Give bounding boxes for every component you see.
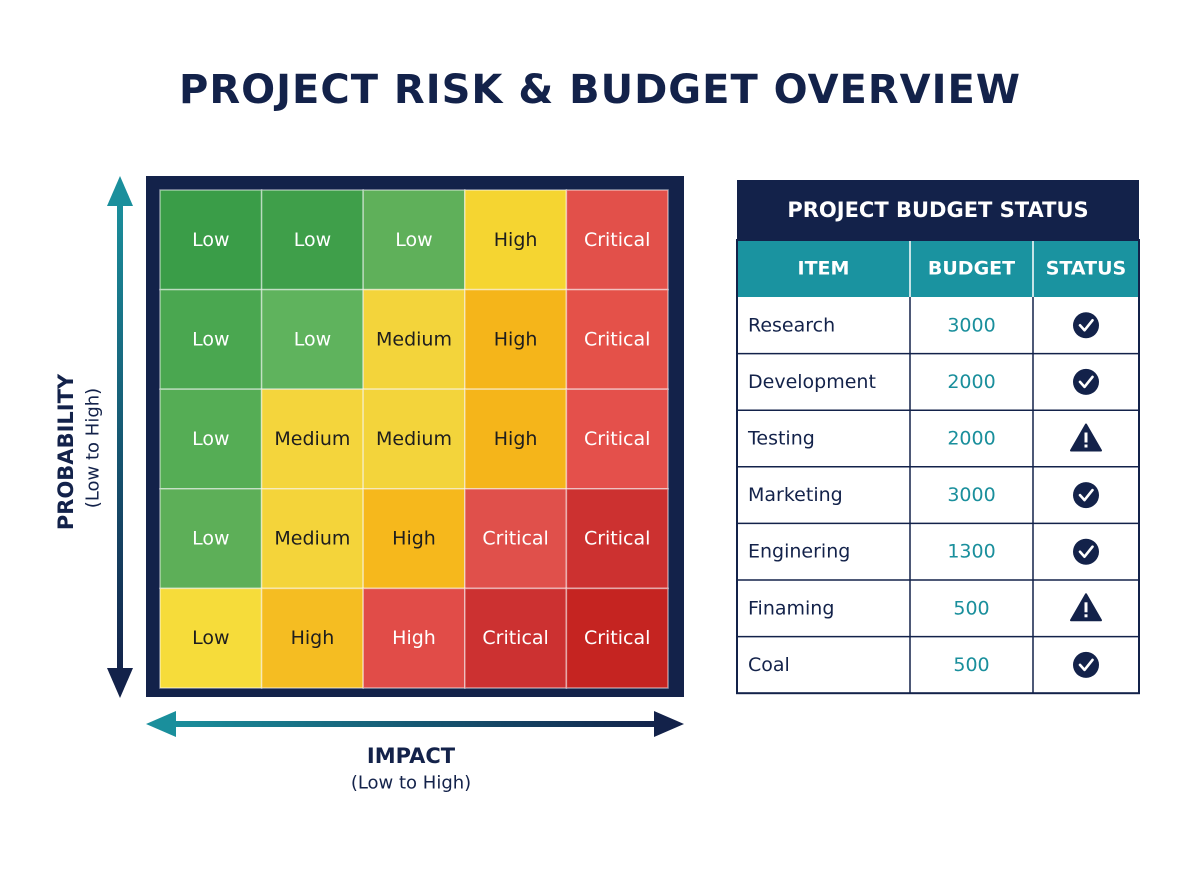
item-name: Research <box>748 314 835 336</box>
risk-cell <box>362 288 466 390</box>
risk-cell <box>159 587 263 689</box>
y-axis-label: PROBABILITY <box>54 373 78 530</box>
risk-cell <box>464 288 568 390</box>
table-border <box>736 239 1140 695</box>
risk-level: High <box>291 627 335 649</box>
item-name: Testing <box>747 428 815 450</box>
risk-level: High <box>494 428 538 450</box>
risk-cell <box>565 587 669 689</box>
budget-value: 2000 <box>947 371 995 393</box>
item-name: Coal <box>748 654 790 676</box>
risk-cell <box>159 189 263 291</box>
risk-level: Critical <box>482 627 548 649</box>
risk-level: Critical <box>584 229 650 251</box>
risk-cell <box>260 288 364 390</box>
risk-level: Low <box>192 627 229 649</box>
table-title: PROJECT BUDGET STATUS <box>787 198 1088 222</box>
risk-level: High <box>494 229 538 251</box>
status-warning-mark <box>1084 602 1088 613</box>
risk-level: Medium <box>376 428 452 450</box>
risk-cell <box>464 388 568 490</box>
status-ok-check <box>1078 375 1094 389</box>
risk-level: High <box>392 627 436 649</box>
risk-cell <box>159 488 263 590</box>
x-axis-sublabel: (Low to High) <box>351 773 471 794</box>
status-warning-dot <box>1084 614 1088 618</box>
status-warning-mark <box>1084 432 1088 443</box>
risk-level: Low <box>294 328 331 350</box>
status-ok-icon <box>1073 312 1099 339</box>
status-ok-icon <box>1073 651 1099 678</box>
budget-value: 2000 <box>947 428 995 450</box>
risk-level: Low <box>192 229 229 251</box>
risk-level: Critical <box>584 328 650 350</box>
status-ok-check <box>1078 488 1094 502</box>
risk-cell <box>464 587 568 689</box>
budget-table: ITEM BUDGET STATUS Research 3000 Development 2… <box>736 239 1140 695</box>
risk-level: Critical <box>584 627 650 649</box>
risk-cell <box>260 488 364 590</box>
budget-value: 3000 <box>947 314 995 336</box>
page-title: PROJECT RISK & BUDGET OVERVIEW <box>179 67 1021 113</box>
item-name: Development <box>748 371 876 393</box>
risk-level: Low <box>192 528 229 550</box>
y-axis-arrow <box>107 176 133 698</box>
column-header: ITEM <box>798 258 850 280</box>
status-warning-dot <box>1084 444 1088 448</box>
risk-level: Low <box>192 428 229 450</box>
status-ok-icon <box>1073 538 1099 565</box>
y-axis-sublabel: (Low to High) <box>83 388 104 508</box>
risk-level: Low <box>294 229 331 251</box>
table-title-bar <box>737 180 1139 239</box>
status-ok-icon <box>1073 482 1099 509</box>
column-header: BUDGET <box>928 258 1015 280</box>
x-axis-arrow <box>146 711 684 737</box>
item-name: Enginering <box>748 541 850 563</box>
risk-grid: Low Low Low High Critical Low Low Medium High Cri… <box>159 189 669 689</box>
budget-value: 500 <box>953 654 989 676</box>
risk-level: Low <box>395 229 432 251</box>
risk-cell <box>362 488 466 590</box>
column-header: STATUS <box>1046 258 1126 280</box>
risk-cell <box>260 388 364 490</box>
risk-cell <box>362 189 466 291</box>
risk-level: High <box>494 328 538 350</box>
risk-cell <box>362 587 466 689</box>
status-ok-check <box>1078 545 1094 559</box>
risk-level: Critical <box>482 528 548 550</box>
risk-level: Critical <box>584 528 650 550</box>
risk-cell <box>464 488 568 590</box>
risk-level: Critical <box>584 428 650 450</box>
budget-value: 1300 <box>947 541 995 563</box>
budget-value: 3000 <box>947 484 995 506</box>
risk-cell <box>260 587 364 689</box>
risk-level: Low <box>192 328 229 350</box>
table-header <box>737 240 1139 297</box>
risk-level: Medium <box>274 428 350 450</box>
status-ok-check <box>1078 318 1094 332</box>
risk-cell <box>565 388 669 490</box>
risk-level: High <box>392 528 436 550</box>
risk-level: Medium <box>376 328 452 350</box>
risk-cell <box>362 388 466 490</box>
status-ok-icon <box>1073 368 1099 395</box>
risk-cell <box>565 488 669 590</box>
status-ok-check <box>1078 658 1094 672</box>
item-name: Finaming <box>748 597 834 619</box>
item-name: Marketing <box>748 484 843 506</box>
risk-cell <box>260 189 364 291</box>
x-axis-label: IMPACT <box>367 744 456 768</box>
risk-cell <box>565 288 669 390</box>
budget-value: 500 <box>953 597 989 619</box>
risk-level: Medium <box>274 528 350 550</box>
